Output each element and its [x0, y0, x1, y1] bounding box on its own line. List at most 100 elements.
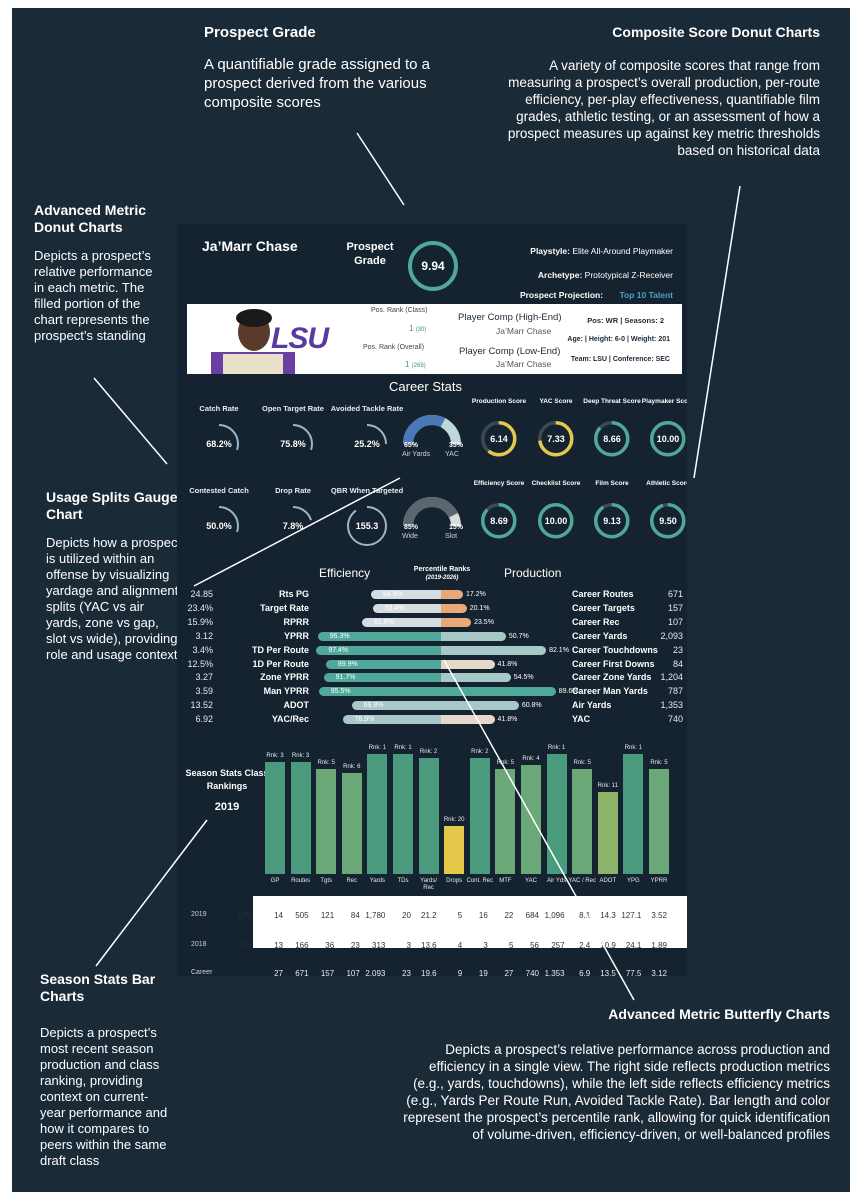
- annotation-composite: Composite Score Donut Charts A variety o…: [490, 24, 820, 159]
- butterfly-right-bar: [441, 603, 467, 613]
- metric-donut-label: Catch Rate: [199, 404, 239, 413]
- rank-overall-label: Pos. Rank (Overall): [363, 344, 425, 351]
- butterfly-left-label: 97.4%: [328, 646, 349, 654]
- season-table-cell: 14: [274, 911, 283, 920]
- composite-label: YAC Score: [539, 398, 573, 405]
- season-bar: [572, 769, 593, 874]
- season-table-cell: 24.1: [625, 941, 642, 950]
- gauge-right-pct: 35%: [449, 442, 464, 449]
- butterfly-right-label: 20.1%: [469, 604, 490, 612]
- bio-position: Pos: WR | Seasons: 2: [587, 316, 664, 325]
- season-table-cell: 740: [525, 969, 539, 976]
- annotation-title: Advanced Metric Donut Charts: [34, 202, 147, 235]
- composite-ring: [481, 503, 517, 539]
- butterfly-left-bar: [323, 673, 441, 683]
- season-table-cell: 6.9: [579, 969, 591, 976]
- season-table-cell: 2,093: [365, 969, 386, 976]
- composite-label: Athletic Score: [646, 480, 687, 487]
- season-bar-category: YPRR: [650, 878, 668, 884]
- composite-label: Deep Threat Score: [583, 398, 641, 405]
- butterfly-right-name: Air Yards: [572, 700, 612, 711]
- composite-label: Playmaker Score: [641, 398, 687, 405]
- butterfly-right-value: 1,204: [660, 672, 683, 683]
- metric-donut-ring: [347, 424, 387, 464]
- prospect-grade-value: 9.94: [421, 259, 445, 273]
- butterfly-left-value: 24.85: [190, 589, 213, 599]
- season-table-cell: 4: [457, 941, 463, 950]
- projection-value: Top 10 Talent: [619, 290, 673, 300]
- butterfly-right-label: 17.2%: [466, 591, 486, 598]
- grade-ring: [408, 241, 458, 291]
- season-table-bg: [253, 896, 687, 948]
- player-name: Ja’Marr Chase: [202, 238, 298, 254]
- prospect-grade-label: Prospect Grade: [346, 241, 394, 267]
- rank-class-label: Pos. Rank (Class): [371, 307, 428, 314]
- season-table-cell: 3.12: [651, 969, 667, 976]
- season-table-cell: 2.4: [579, 941, 591, 950]
- usage-gauge: [403, 497, 461, 527]
- butterfly-right-label: 82.1%: [549, 646, 569, 654]
- season-bar-category: Yards/ Rec: [420, 878, 438, 891]
- season-bar-category: Routes: [291, 878, 311, 884]
- season-bar-category: Drops: [446, 878, 463, 884]
- butterfly-metric-name: 1D Per Route: [252, 658, 309, 669]
- rank-overall: 1 (269): [405, 360, 426, 369]
- butterfly-left-bar: [318, 687, 441, 697]
- donut-fill: [594, 503, 630, 539]
- season-table-cell: 3: [406, 941, 411, 950]
- metric-donut-label: QBR When Targeted: [330, 486, 404, 495]
- season-bar-rank: Rnk: 5: [496, 760, 515, 767]
- butterfly-metric-name: YPRR: [283, 630, 309, 641]
- composite-value: 8.66: [603, 434, 621, 444]
- season-bar: [316, 769, 337, 874]
- season-bar-category: ADOT: [599, 878, 617, 884]
- gauge-left-pct: 85%: [404, 524, 419, 531]
- butterfly-right-value: 157: [667, 602, 683, 613]
- season-table-cell: 27: [274, 969, 283, 976]
- butterfly-metric-name: RPRR: [283, 616, 309, 627]
- season-table-cell: 14.3: [600, 911, 616, 920]
- composite-value: 7.33: [547, 434, 565, 444]
- season-table-cell: 107: [346, 969, 360, 976]
- season-table-year: Career: [191, 969, 213, 976]
- playstyle-value: Elite All-Around Playmaker: [572, 246, 673, 256]
- season-year: 2019: [214, 801, 240, 813]
- butterfly-right-value: 671: [667, 589, 683, 599]
- season-table-cell: 1,096: [544, 911, 565, 920]
- season-bar-category: Yards: [369, 878, 385, 884]
- season-table-cell: 9: [457, 969, 463, 976]
- season-bar-rank: Rnk: 2: [419, 748, 438, 755]
- donut-fill: [273, 506, 313, 546]
- donut-fill: [481, 503, 517, 539]
- season-table-cell: 10.9: [600, 941, 616, 950]
- season-table-cell: 166: [295, 941, 309, 950]
- season-table-cell: 121: [320, 911, 335, 920]
- season-bar: [290, 761, 311, 874]
- season-table-cell: 84: [350, 911, 360, 920]
- butterfly-right-value: 740: [667, 714, 683, 725]
- metric-donut-label: Contested Catch: [189, 486, 249, 495]
- butterfly-left-value: 13.52: [190, 700, 213, 711]
- composite-ring: [481, 421, 517, 457]
- season-bar: [341, 773, 362, 874]
- rank-class-value: 1: [409, 324, 414, 333]
- butterfly-left-value: 6.92: [195, 714, 213, 725]
- composite-value: 6.14: [490, 434, 508, 444]
- butterfly-right-bar: [441, 617, 472, 627]
- butterfly-right-value: 84: [672, 658, 683, 669]
- butterfly-right-bar: [441, 673, 511, 683]
- butterfly-right-label: 50.7%: [508, 632, 529, 640]
- season-table-cell: 313: [372, 941, 386, 950]
- gauge-left-label: Wide: [402, 533, 418, 540]
- metric-donut-ring: [273, 506, 313, 546]
- annotation-text: A variety of composite scores that range…: [507, 58, 820, 158]
- season-table-cell: 3: [483, 941, 488, 950]
- connector-butterfly: [443, 659, 635, 1001]
- comp-high: Ja’Marr Chase: [496, 326, 552, 336]
- butterfly-left-title: Efficiency: [319, 566, 371, 580]
- butterfly-metric-name: Zone YPRR: [260, 672, 309, 683]
- butterfly-left-label: 61.6%: [374, 618, 394, 626]
- annotation-prospect-grade: Prospect Grade A quantifiable grade assi…: [204, 24, 464, 112]
- donut-fill: [273, 424, 313, 464]
- butterfly-right-bar: [441, 659, 495, 669]
